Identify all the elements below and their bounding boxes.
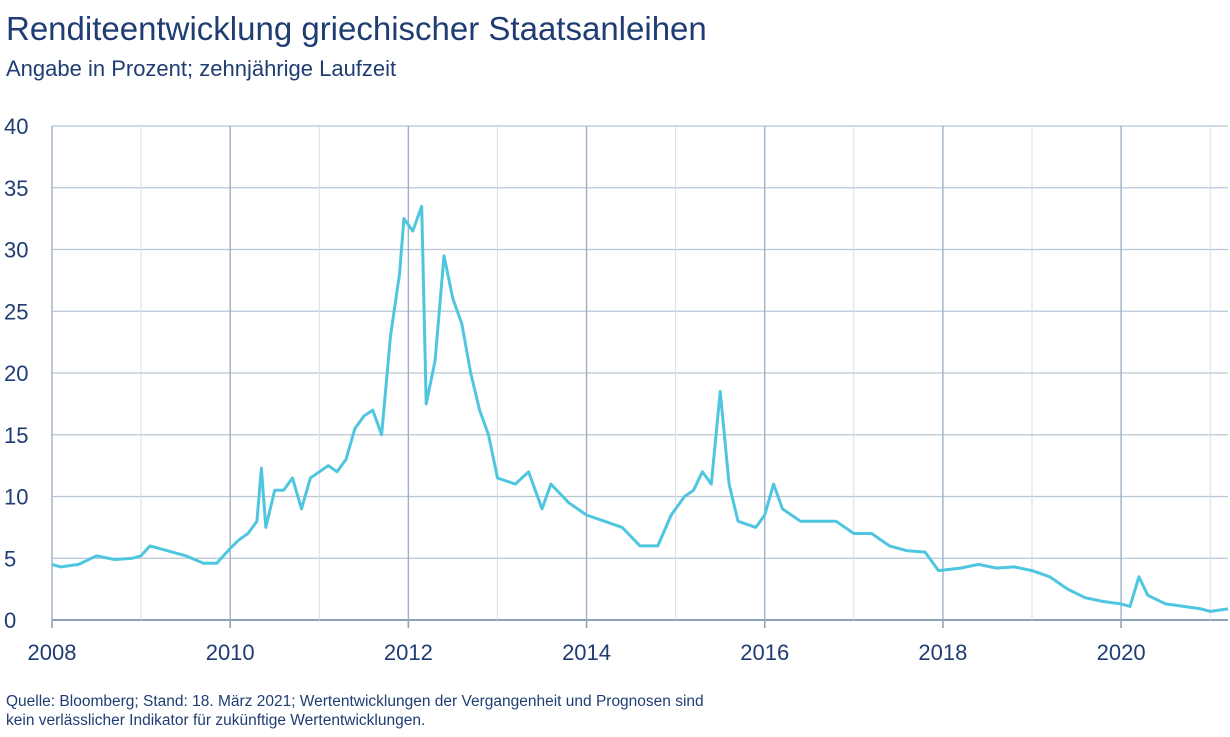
yield-chart: 0 5 10 15 20 25 30 35 40 2008 2010 2012 2014 2016 201… — [4, 114, 1229, 665]
y-tick-label-10: 10 — [4, 485, 28, 510]
x-tick-label-2010: 2010 — [206, 640, 255, 665]
y-tick-label-25: 25 — [4, 299, 28, 324]
y-axis-ticks: 0 5 10 15 20 25 30 35 40 — [4, 114, 28, 633]
x-tick-label-2008: 2008 — [28, 640, 77, 665]
series-line-yield — [51, 204, 1229, 613]
x-tick-label-2012: 2012 — [384, 640, 433, 665]
y-tick-label-0: 0 — [4, 608, 16, 633]
grid-lines — [51, 125, 1228, 628]
y-tick-label-20: 20 — [4, 361, 28, 386]
y-tick-label-30: 30 — [4, 238, 28, 263]
x-tick-label-2020: 2020 — [1097, 640, 1146, 665]
y-tick-label-5: 5 — [4, 546, 16, 571]
y-tick-label-15: 15 — [4, 423, 28, 448]
footnote-line-1: Quelle: Bloomberg; Stand: 18. März 2021;… — [6, 693, 704, 710]
y-tick-label-35: 35 — [4, 176, 28, 201]
source-footnote: Quelle: Bloomberg; Stand: 18. März 2021;… — [6, 692, 704, 730]
chart-subtitle: Angabe in Prozent; zehnjährige Laufzeit — [6, 56, 397, 81]
chart-title: Renditeentwicklung griechischer Staatsan… — [6, 10, 707, 47]
footnote-line-2: kein verlässlicher Indikator für zukünft… — [6, 712, 426, 729]
x-tick-label-2016: 2016 — [740, 640, 789, 665]
x-axis-ticks: 2008 2010 2012 2014 2016 2018 2020 — [28, 640, 1146, 665]
x-tick-label-2018: 2018 — [918, 640, 967, 665]
x-tick-label-2014: 2014 — [562, 640, 611, 665]
y-tick-label-40: 40 — [4, 114, 28, 139]
